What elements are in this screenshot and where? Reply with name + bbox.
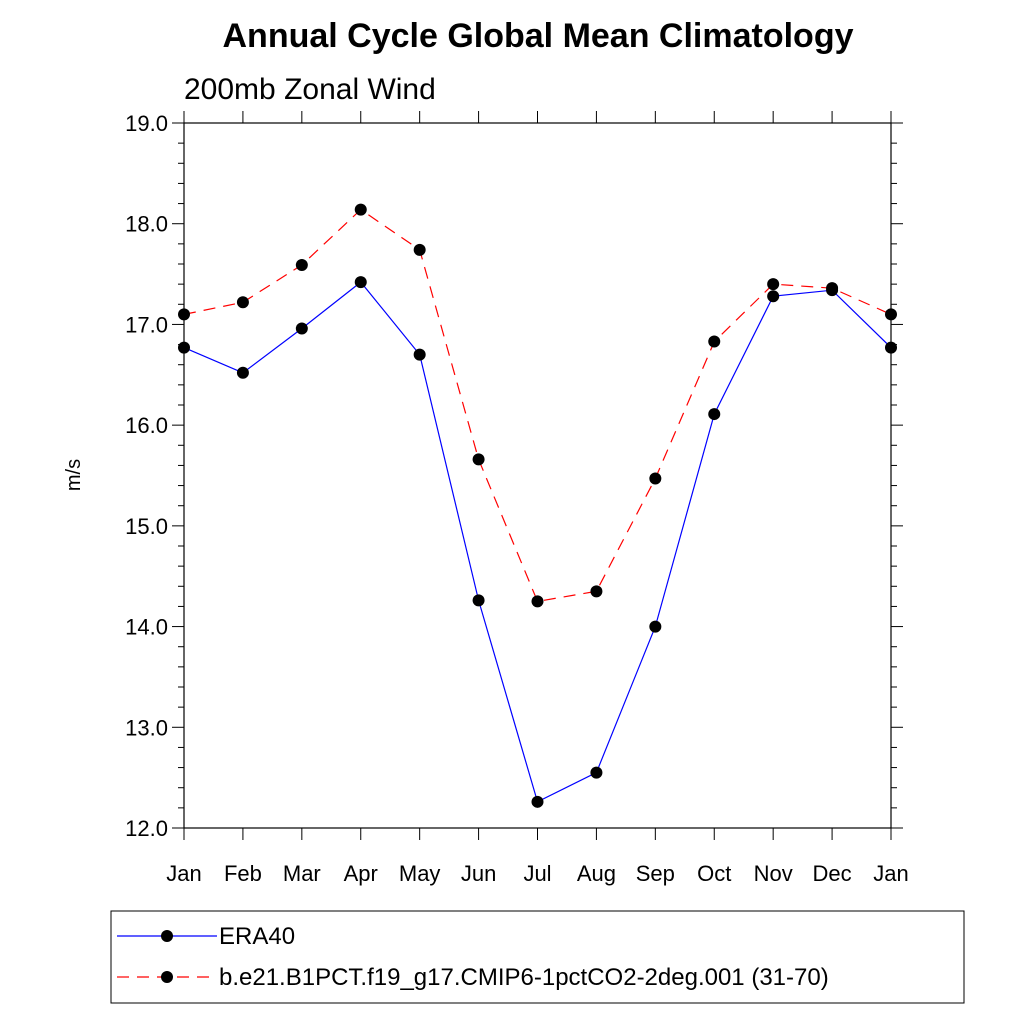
plot-frame	[183, 122, 892, 829]
legend: ERA40 b.e21.B1PCT.f19_g17.CMIP6-1pctCO2-…	[110, 910, 965, 1004]
x-tick-label: Jul	[523, 861, 551, 886]
series-1-point	[590, 585, 603, 598]
series-1-point	[885, 308, 897, 321]
x-tick-label: Sep	[636, 861, 675, 886]
series-1-point	[178, 308, 190, 321]
x-tick-label: Nov	[754, 861, 793, 886]
series-1-point	[413, 243, 426, 256]
x-tick-label: Apr	[344, 861, 378, 886]
x-tick-label: Aug	[577, 861, 616, 886]
y-tick-label: 18.0	[125, 212, 168, 237]
x-tick-label: Jan	[166, 861, 201, 886]
series-line-0	[183, 281, 892, 803]
chart-subtitle: 200mb Zonal Wind	[184, 73, 436, 106]
series-0-point	[531, 795, 544, 808]
y-tick-label: 16.0	[125, 413, 168, 438]
series-1-point	[826, 282, 839, 295]
legend-box	[110, 910, 965, 1004]
series-1-point	[295, 259, 308, 272]
series-0-point	[708, 408, 721, 421]
series-1-point	[649, 472, 662, 485]
series-0-point	[885, 341, 897, 354]
legend-marker-cmip6	[161, 971, 173, 983]
y-tick-label: 19.0	[125, 111, 168, 136]
legend-label-era40: ERA40	[219, 923, 295, 950]
y-tick-label: 17.0	[125, 312, 168, 337]
series-1-point	[472, 453, 485, 466]
y-tick-label: 12.0	[125, 816, 168, 841]
y-tick-label: 15.0	[125, 514, 168, 539]
y-tick-label: 13.0	[125, 715, 168, 740]
legend-label-cmip6: b.e21.B1PCT.f19_g17.CMIP6-1pctCO2-2deg.0…	[219, 964, 829, 991]
series-1-point	[767, 278, 780, 291]
series-0-point	[413, 348, 426, 361]
series-0-point	[178, 341, 190, 354]
x-tick-label: Mar	[283, 861, 321, 886]
chart-title: Annual Cycle Global Mean Climatology	[223, 17, 854, 55]
series-0-point	[236, 366, 249, 379]
series-0-point	[472, 594, 485, 607]
x-tick-label: Dec	[813, 861, 852, 886]
legend-marker-era40	[161, 930, 173, 942]
x-tick-label: Jun	[461, 861, 496, 886]
x-tick-label: Jan	[873, 861, 908, 886]
series-0-point	[767, 290, 780, 303]
series-lines	[178, 203, 897, 808]
series-0-point	[649, 620, 662, 633]
series-1-point	[708, 335, 721, 348]
series-0-point	[590, 766, 603, 779]
y-axis-label: m/s	[63, 459, 85, 491]
series-1-point	[354, 203, 367, 216]
series-0-point	[354, 276, 367, 289]
x-tick-label: May	[399, 861, 441, 886]
axes: 12.0 13.0 14.0 15.0 16.0 17.0 18.0 19.0 Jan Feb Ma…	[125, 111, 909, 886]
series-0-point	[295, 322, 308, 335]
x-tick-label: Feb	[224, 861, 262, 886]
x-tick-label: Oct	[697, 861, 731, 886]
series-1-point	[531, 595, 544, 608]
series-1-point	[236, 296, 249, 309]
series-line-1	[183, 208, 892, 603]
y-tick-label: 14.0	[125, 615, 168, 640]
